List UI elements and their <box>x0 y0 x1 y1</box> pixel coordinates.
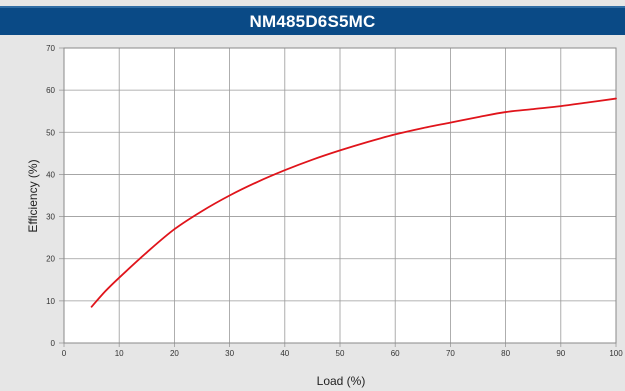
y-tick-label: 20 <box>46 255 55 264</box>
x-tick-label: 10 <box>115 349 124 358</box>
y-tick-label: 30 <box>46 213 55 222</box>
x-tick-label: 40 <box>280 349 289 358</box>
y-tick-label: 0 <box>51 339 56 348</box>
x-tick-label: 100 <box>609 349 623 358</box>
chart-title-bar: NM485D6S5MC <box>0 6 625 35</box>
y-axis-title: Efficiency (%) <box>26 159 40 232</box>
x-tick-label: 50 <box>336 349 345 358</box>
x-tick-label: 30 <box>225 349 234 358</box>
x-axis-title: Load (%) <box>317 374 366 388</box>
y-tick-label: 60 <box>46 86 55 95</box>
x-tick-label: 90 <box>556 349 565 358</box>
y-tick-label: 40 <box>46 170 55 179</box>
y-tick-label: 70 <box>46 44 55 53</box>
x-tick-label: 60 <box>391 349 400 358</box>
efficiency-curve <box>90 97 617 308</box>
x-tick-label: 80 <box>501 349 510 358</box>
x-tick-label: 20 <box>170 349 179 358</box>
x-tick-label: 70 <box>446 349 455 358</box>
y-tick-label: 10 <box>46 297 55 306</box>
y-tick-label: 50 <box>46 128 55 137</box>
plot-border <box>63 47 617 344</box>
x-tick-label: 0 <box>62 349 67 358</box>
chart-title: NM485D6S5MC <box>249 11 376 31</box>
